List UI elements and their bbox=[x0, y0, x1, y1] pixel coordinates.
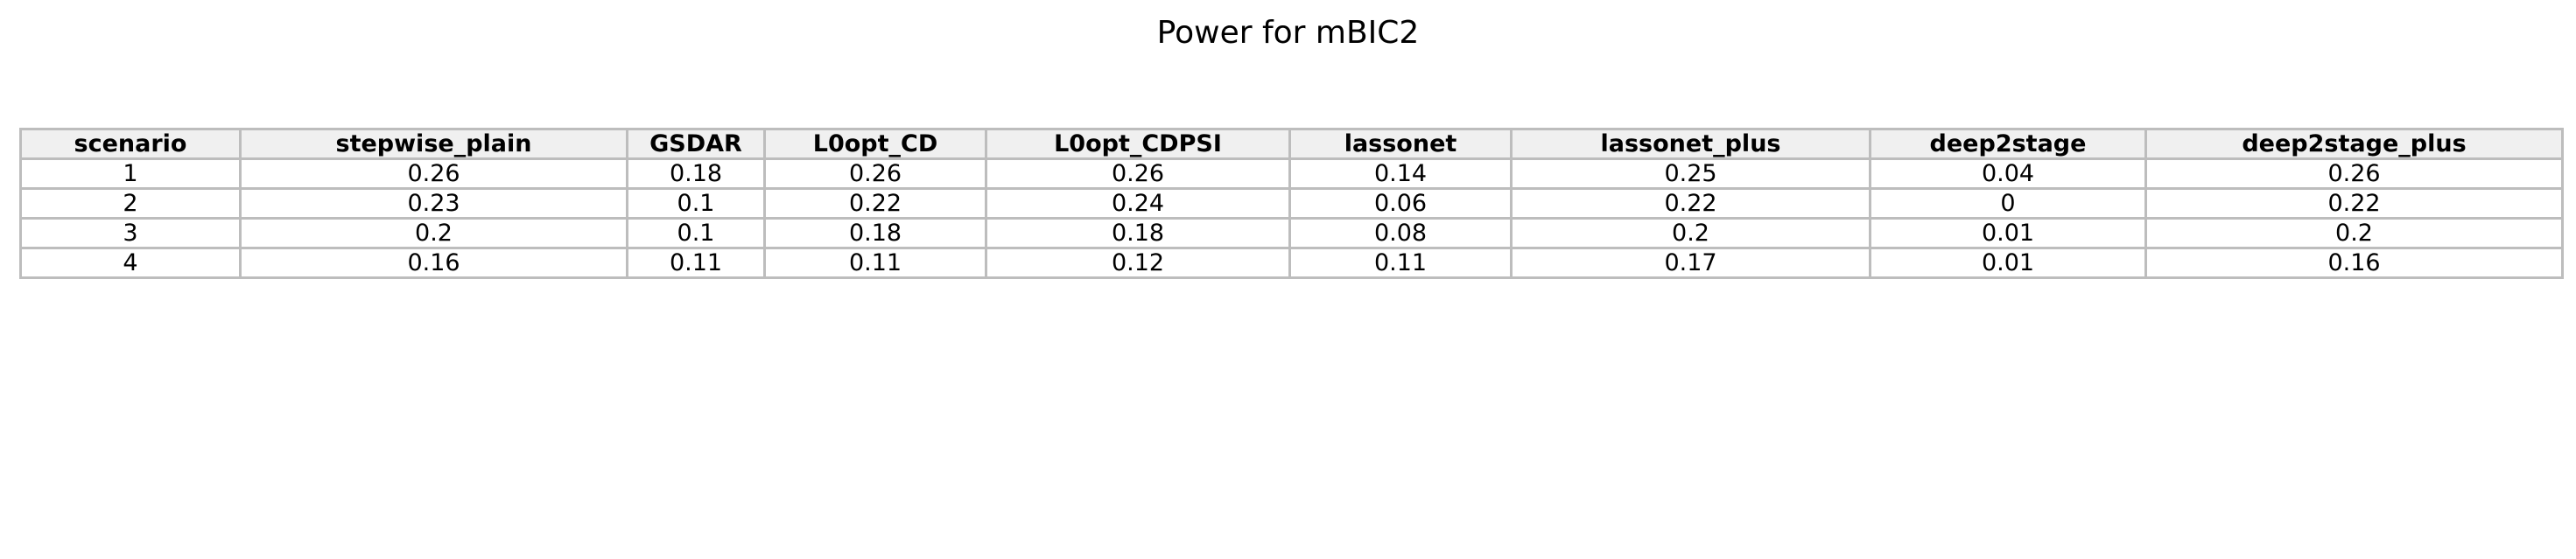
table-row: 2 0.23 0.1 0.22 0.24 0.06 0.22 0 0.22 bbox=[19, 187, 2564, 220]
table-cell: 0.2 bbox=[239, 217, 628, 249]
table-cell: 1 bbox=[19, 157, 242, 190]
table-cell: 0.18 bbox=[626, 157, 766, 190]
chart-title: Power for mBIC2 bbox=[1156, 15, 1420, 51]
table-cell: 0.1 bbox=[626, 217, 766, 249]
table-cell: 0.18 bbox=[985, 217, 1291, 249]
table-cell: 0.22 bbox=[2144, 187, 2564, 220]
table-cell: 0.01 bbox=[1869, 217, 2147, 249]
column-header-l0opt-cd: L0opt_CD bbox=[763, 128, 987, 160]
column-header-deep2stage-plus: deep2stage_plus bbox=[2144, 128, 2564, 160]
column-header-l0opt-cdpsi: L0opt_CDPSI bbox=[985, 128, 1291, 160]
table-cell: 0.26 bbox=[985, 157, 1291, 190]
table-cell: 0.22 bbox=[763, 187, 987, 220]
table-cell: 0.1 bbox=[626, 187, 766, 220]
table-cell: 0.01 bbox=[1869, 247, 2147, 279]
table-cell: 0 bbox=[1869, 187, 2147, 220]
table-cell: 0.16 bbox=[2144, 247, 2564, 279]
table-cell: 0.04 bbox=[1869, 157, 2147, 190]
table-cell: 0.08 bbox=[1288, 217, 1513, 249]
table-row: 3 0.2 0.1 0.18 0.18 0.08 0.2 0.01 0.2 bbox=[19, 217, 2564, 249]
column-header-gsdar: GSDAR bbox=[626, 128, 766, 160]
table-cell: 0.25 bbox=[1510, 157, 1871, 190]
table-cell: 0.18 bbox=[763, 217, 987, 249]
table-cell: 0.2 bbox=[1510, 217, 1871, 249]
table-cell: 0.12 bbox=[985, 247, 1291, 279]
table-cell: 0.23 bbox=[239, 187, 628, 220]
table-cell: 0.14 bbox=[1288, 157, 1513, 190]
table-cell: 4 bbox=[19, 247, 242, 279]
table-cell: 3 bbox=[19, 217, 242, 249]
table-row: 4 0.16 0.11 0.11 0.12 0.11 0.17 0.01 0.1… bbox=[19, 247, 2564, 279]
table-cell: 0.26 bbox=[2144, 157, 2564, 190]
table-cell: 0.16 bbox=[239, 247, 628, 279]
table-cell: 0.26 bbox=[763, 157, 987, 190]
table-cell: 0.11 bbox=[763, 247, 987, 279]
table-cell: 0.11 bbox=[1288, 247, 1513, 279]
table-row: 1 0.26 0.18 0.26 0.26 0.14 0.25 0.04 0.2… bbox=[19, 157, 2564, 190]
table-cell: 0.24 bbox=[985, 187, 1291, 220]
header-row: scenario stepwise_plain GSDAR L0opt_CD L… bbox=[19, 128, 2564, 160]
results-table: scenario stepwise_plain GSDAR L0opt_CD L… bbox=[19, 128, 2564, 279]
column-header-deep2stage: deep2stage bbox=[1869, 128, 2147, 160]
column-header-stepwise-plain: stepwise_plain bbox=[239, 128, 628, 160]
table-cell: 0.06 bbox=[1288, 187, 1513, 220]
table-cell: 2 bbox=[19, 187, 242, 220]
table-cell: 0.26 bbox=[239, 157, 628, 190]
table-cell: 0.11 bbox=[626, 247, 766, 279]
table-cell: 0.17 bbox=[1510, 247, 1871, 279]
table-cell: 0.2 bbox=[2144, 217, 2564, 249]
column-header-lassonet-plus: lassonet_plus bbox=[1510, 128, 1871, 160]
table-cell: 0.22 bbox=[1510, 187, 1871, 220]
column-header-scenario: scenario bbox=[19, 128, 242, 160]
column-header-lassonet: lassonet bbox=[1288, 128, 1513, 160]
